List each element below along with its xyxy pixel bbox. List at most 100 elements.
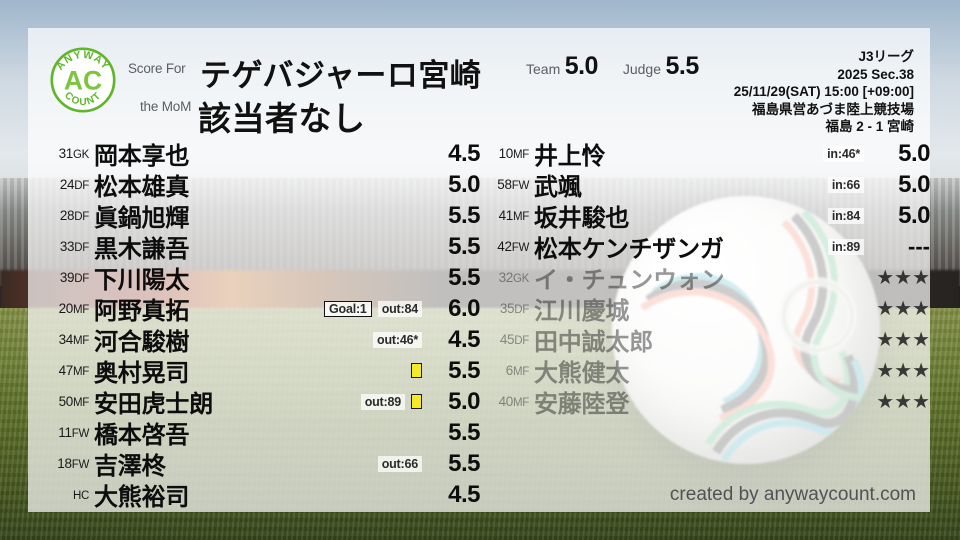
- player-name: 黒木謙吾: [94, 236, 190, 263]
- player-row[interactable]: 10MF 井上怜 in:46* 5.0: [480, 138, 931, 171]
- player-rating: 5.0: [898, 201, 930, 229]
- player-name: イ・チュンウォン: [534, 267, 725, 294]
- player-row[interactable]: 35DF 江川慶城 ★★★: [480, 293, 930, 325]
- player-rating: 5.5: [448, 201, 480, 229]
- player-name: 大熊裕司: [94, 484, 190, 511]
- substitution-in-badge: in:89: [827, 238, 864, 255]
- player-row[interactable]: 20MF 阿野真拓 Goal:1 out:84 6.0: [28, 293, 481, 326]
- substitutes-list: 10MF 井上怜 in:46* 5.0 58FW 武颯 in:66 5.0 41MF 坂井駿也 in…: [480, 138, 931, 419]
- anywaycount-logo[interactable]: ANYWAY COUNT AC: [44, 41, 122, 119]
- substitution-out-badge: out:66: [377, 455, 422, 472]
- player-event-badges: [411, 363, 422, 378]
- substitution-in-badge: in:46*: [823, 145, 864, 162]
- substitution-out-badge: out:46*: [373, 331, 422, 348]
- player-event-badges: Goal:1 out:84: [323, 300, 422, 317]
- match-result: 福島 2 - 1 宮崎: [825, 119, 914, 135]
- player-number-position: 32GK: [498, 270, 530, 285]
- player-row[interactable]: 34MF 河合駿樹 out:46* 4.5: [28, 324, 481, 357]
- yellow-card-icon: [411, 363, 422, 378]
- player-name: 田中誠太郎: [534, 329, 653, 356]
- player-row[interactable]: 18FW 吉澤柊 out:66 5.5: [28, 448, 480, 481]
- player-event-badges: out:89: [360, 393, 422, 410]
- player-rating: 5.0: [898, 139, 930, 167]
- player-number-position: 31GK: [58, 146, 90, 161]
- player-row[interactable]: 41MF 坂井駿也 in:84 5.0: [480, 200, 931, 233]
- player-event-badges: in:66: [827, 176, 864, 193]
- player-event-badges: out:46*: [373, 331, 422, 348]
- substitution-out-badge: out:89: [360, 393, 405, 410]
- player-number-position: 11FW: [58, 425, 89, 440]
- player-row[interactable]: 33DF 黒木謙吾 5.5: [28, 231, 481, 264]
- player-number-position: 50MF: [58, 394, 90, 409]
- player-name: 岡本享也: [94, 143, 190, 170]
- player-name: 河合駿樹: [94, 329, 190, 356]
- player-row[interactable]: 50MF 安田虎士朗 out:89 5.0: [28, 386, 481, 419]
- player-name: 大熊健太: [534, 360, 630, 387]
- player-rating: 4.5: [448, 325, 480, 353]
- player-number-position: 40MF: [498, 394, 530, 409]
- player-row[interactable]: 6MF 大熊健太 ★★★: [480, 355, 930, 387]
- player-row[interactable]: 45DF 田中誠太郎 ★★★: [480, 324, 930, 356]
- substitution-in-badge: in:84: [827, 207, 864, 224]
- player-event-badges: in:89: [827, 238, 864, 255]
- player-number-position: 20MF: [58, 301, 90, 316]
- season-section: 2025 Sec.38: [837, 66, 914, 82]
- player-number-position: 6MF: [505, 363, 530, 378]
- player-name: 井上怜: [534, 143, 606, 170]
- judge-rating-value: 5.5: [665, 52, 699, 80]
- player-number-position: 41MF: [498, 208, 530, 223]
- player-rating: 6.0: [448, 294, 480, 322]
- player-number-position: 28DF: [59, 208, 89, 223]
- player-row[interactable]: 11FW 橋本啓吾 5.5: [28, 417, 480, 450]
- player-rating: 5.0: [448, 170, 480, 198]
- player-rating: 5.0: [898, 170, 930, 198]
- player-event-badges: in:46*: [823, 145, 864, 162]
- player-rating: 5.5: [448, 418, 480, 446]
- player-row[interactable]: 31GK 岡本享也 4.5: [28, 138, 481, 171]
- player-event-badges: in:84: [827, 207, 864, 224]
- player-rating: 5.0: [448, 387, 480, 415]
- team-rating-label: Team: [526, 61, 561, 77]
- player-number-position: 35DF: [499, 301, 529, 316]
- match-info-block: J3リーグ 2025 Sec.38 25/11/29(SAT) 15:00 [+…: [734, 48, 914, 136]
- player-rating: 4.5: [448, 480, 480, 508]
- player-row[interactable]: 28DF 眞鍋旭輝 5.5: [28, 200, 481, 233]
- aggregate-ratings: Team 5.0 Judge 5.5: [526, 52, 699, 81]
- player-rating: ★★★: [876, 391, 930, 413]
- player-name: 奥村晃司: [94, 360, 190, 387]
- goal-badge: Goal:1: [323, 300, 372, 317]
- player-number-position: 39DF: [59, 270, 89, 285]
- player-name: 武颯: [534, 174, 582, 201]
- starters-list: 31GK 岡本享也 4.5 24DF 松本雄真 5.0 28DF 眞鍋旭輝 5.5 33DF 黒木謙…: [28, 138, 481, 512]
- man-of-the-match-name: 該当者なし: [198, 100, 366, 137]
- player-number-position: 42FW: [497, 239, 529, 254]
- player-row[interactable]: 58FW 武颯 in:66 5.0: [480, 169, 930, 202]
- player-rating: ---: [908, 233, 930, 259]
- player-number-position: 33DF: [59, 239, 89, 254]
- player-row[interactable]: 39DF 下川陽太 5.5: [28, 262, 481, 295]
- player-row[interactable]: HC 大熊裕司 4.5: [28, 479, 481, 512]
- player-rating: 5.5: [448, 232, 480, 260]
- player-row[interactable]: 32GK イ・チュンウォン ★★★: [480, 262, 930, 294]
- player-event-badges: out:66: [377, 455, 422, 472]
- player-row[interactable]: 42FW 松本ケンチザンガ in:89 ---: [480, 231, 930, 264]
- player-row[interactable]: 47MF 奥村晃司 5.5: [28, 355, 481, 388]
- player-number-position: 18FW: [57, 456, 89, 471]
- player-rating: 5.5: [448, 356, 480, 384]
- player-number-position: 45DF: [499, 332, 529, 347]
- player-name: 安藤陸登: [534, 391, 630, 418]
- player-number-position: 34MF: [58, 332, 90, 347]
- credit-text: created by anywaycount.com: [669, 484, 916, 505]
- logo-arc-bottom-text: COUNT: [62, 90, 102, 108]
- player-rating: ★★★: [876, 329, 930, 351]
- player-row[interactable]: 24DF 松本雄真 5.0: [28, 169, 481, 202]
- venue-name: 福島県営あづま陸上競技場: [752, 101, 914, 117]
- player-row[interactable]: 40MF 安藤陸登 ★★★: [480, 386, 930, 418]
- player-name: 吉澤柊: [94, 453, 166, 480]
- player-number-position: 10MF: [498, 146, 530, 161]
- player-name: 眞鍋旭輝: [94, 205, 190, 232]
- player-name: 松本ケンチザンガ: [534, 236, 724, 263]
- player-number-position: 47MF: [58, 363, 90, 378]
- player-rating: ★★★: [876, 360, 930, 382]
